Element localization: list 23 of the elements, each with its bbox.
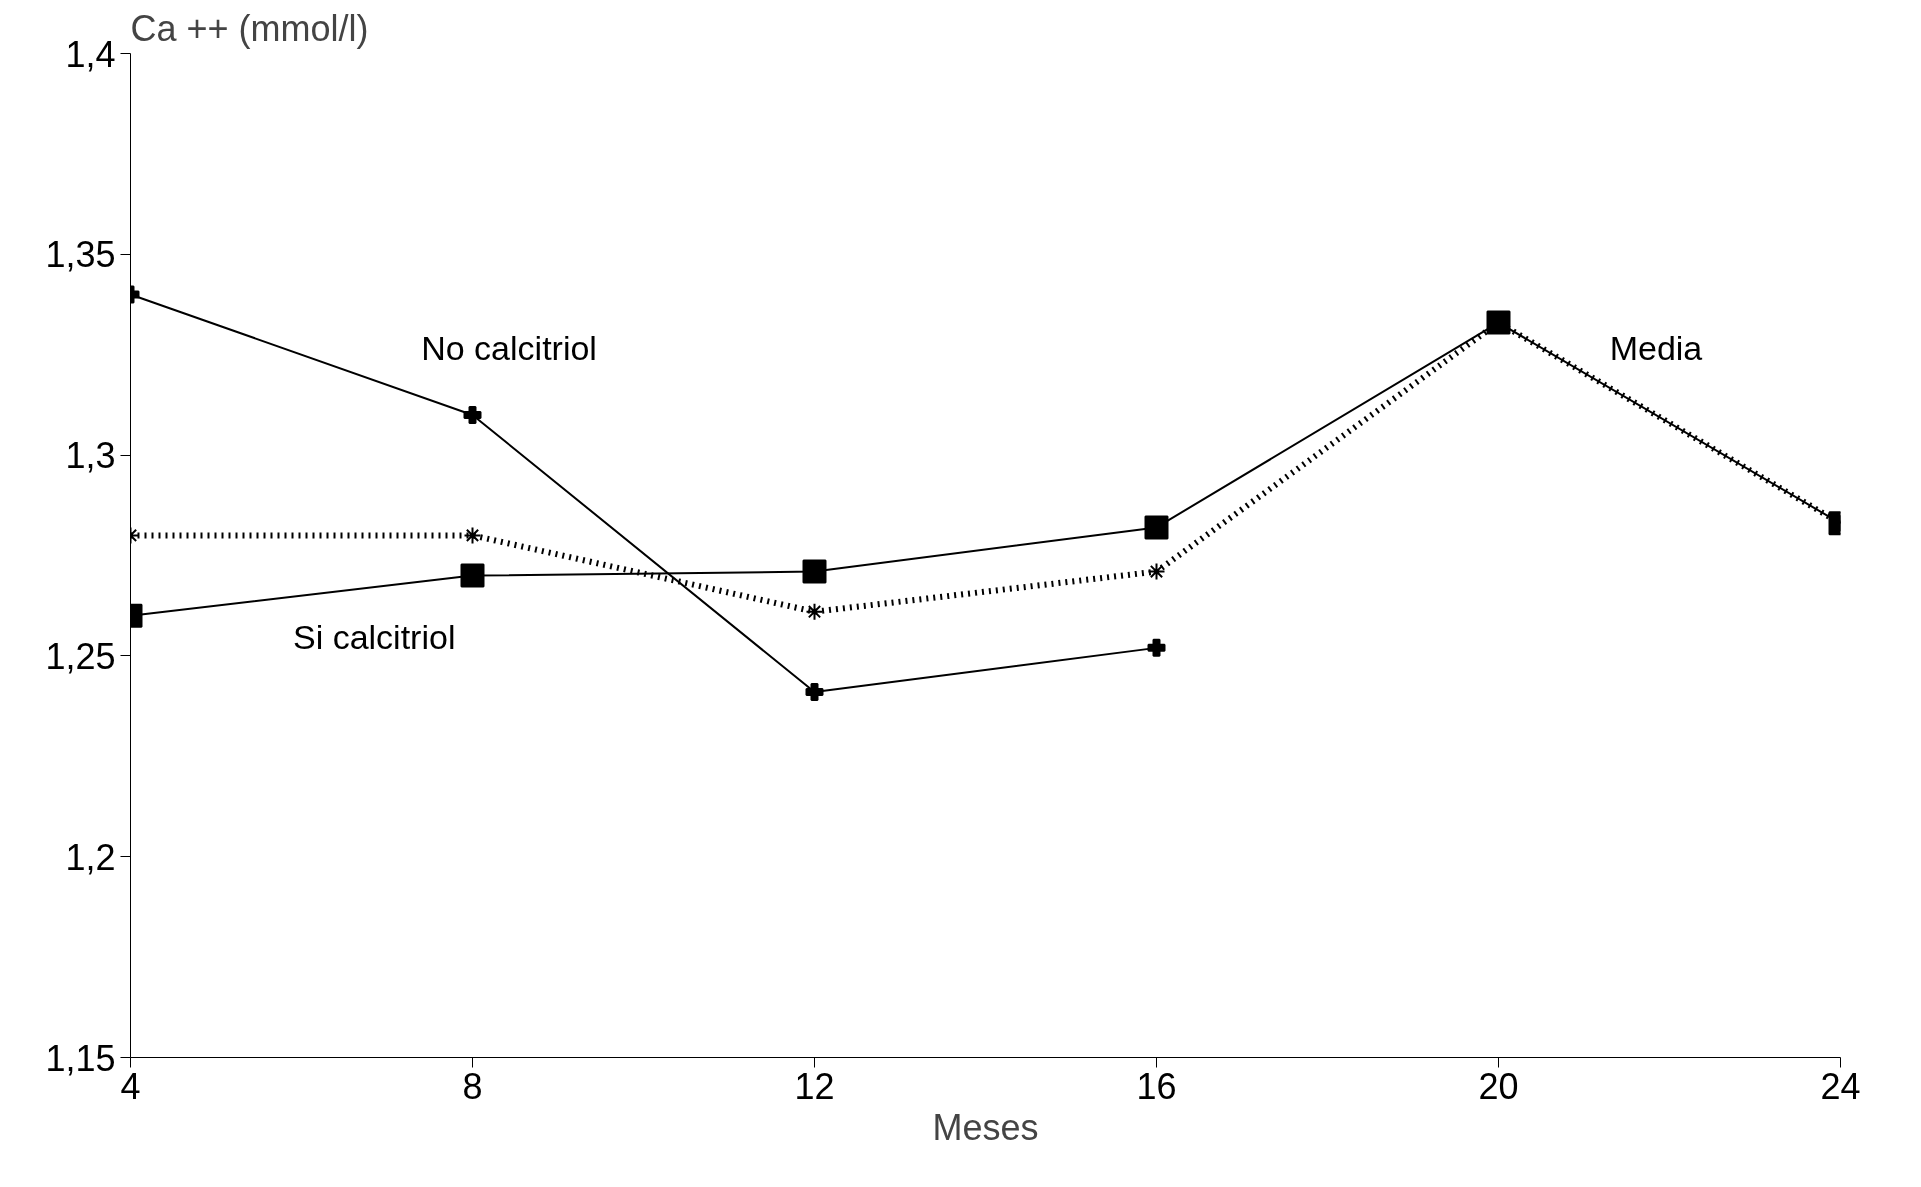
y-tick-label: 1,3 — [65, 435, 116, 477]
point — [1147, 562, 1166, 581]
series-label: Si calcitriol — [292, 617, 456, 656]
series-label: Media — [1609, 328, 1703, 367]
point — [805, 683, 824, 702]
point — [802, 559, 827, 584]
point — [1144, 515, 1169, 540]
point — [805, 602, 824, 621]
y-tick-label: 1,2 — [65, 836, 116, 878]
x-tick-label: 8 — [462, 1065, 483, 1107]
y-tick-label: 1,4 — [65, 33, 116, 75]
y-tick-label: 1,15 — [45, 1037, 116, 1079]
x-axis-title: Meses — [932, 1106, 1039, 1148]
y-tick-label: 1,35 — [45, 234, 116, 276]
x-tick-label: 16 — [1136, 1065, 1177, 1107]
series-label: No calcitriol — [421, 328, 597, 367]
y-tick-label: 1,25 — [45, 635, 116, 677]
x-tick-label: 4 — [120, 1065, 141, 1107]
point — [1147, 638, 1166, 657]
x-tick-label: 20 — [1478, 1065, 1519, 1107]
y-axis-title: Ca ++ (mmol/l) — [130, 7, 369, 49]
x-tick-label: 12 — [794, 1065, 835, 1107]
x-tick-label: 24 — [1820, 1065, 1861, 1107]
